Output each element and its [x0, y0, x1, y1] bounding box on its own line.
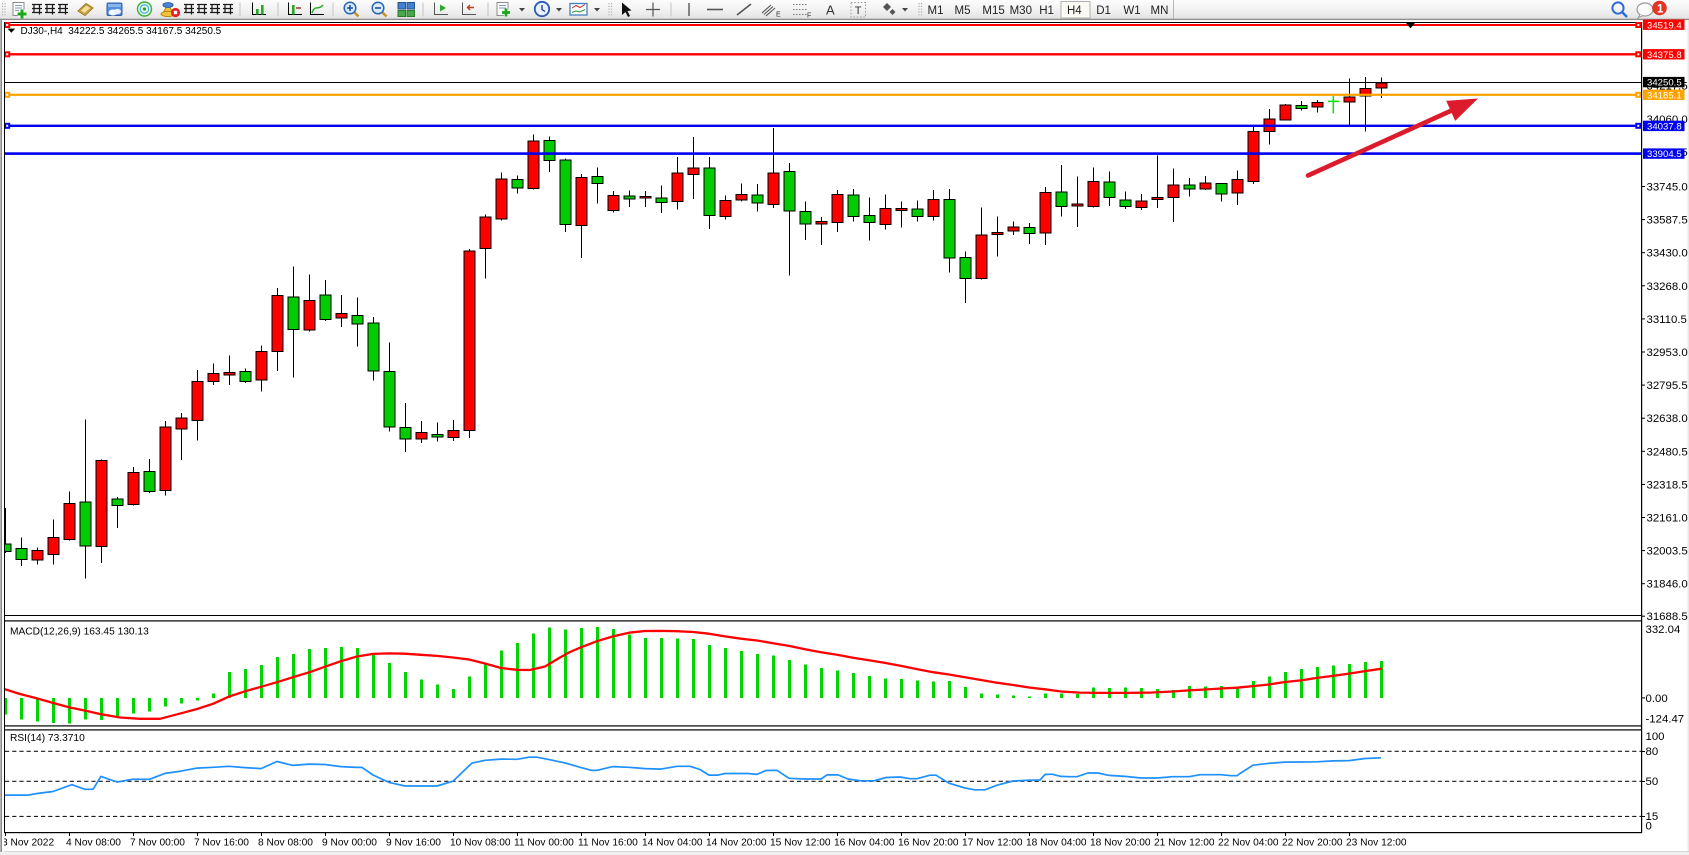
- svg-text:32318.5: 32318.5: [1647, 479, 1688, 491]
- svg-text:RSI(14) 73.3710: RSI(14) 73.3710: [10, 733, 85, 744]
- svg-text:32003.5: 32003.5: [1647, 546, 1688, 558]
- svg-text:9 Nov 16:00: 9 Nov 16:00: [386, 837, 441, 848]
- svg-text:32480.5: 32480.5: [1647, 446, 1688, 458]
- svg-text:9 Nov 00:00: 9 Nov 00:00: [322, 837, 377, 848]
- svg-text:32638.0: 32638.0: [1647, 413, 1688, 425]
- svg-text:33745.0: 33745.0: [1647, 182, 1688, 194]
- svg-text:15: 15: [1646, 811, 1659, 823]
- svg-text:22 Nov 04:00: 22 Nov 04:00: [1218, 837, 1279, 848]
- svg-text:23 Nov 12:00: 23 Nov 12:00: [1346, 837, 1407, 848]
- svg-text:31846.0: 31846.0: [1647, 579, 1688, 591]
- svg-text:4 Nov 08:00: 4 Nov 08:00: [66, 837, 121, 848]
- svg-text:14 Nov 20:00: 14 Nov 20:00: [706, 837, 767, 848]
- svg-text:8 Nov 08:00: 8 Nov 08:00: [258, 837, 313, 848]
- svg-text:7 Nov 16:00: 7 Nov 16:00: [194, 837, 249, 848]
- svg-text:32161.0: 32161.0: [1647, 513, 1688, 525]
- svg-text:50: 50: [1646, 776, 1659, 788]
- svg-text:18 Nov 04:00: 18 Nov 04:00: [1026, 837, 1087, 848]
- svg-text:11 Nov 00:00: 11 Nov 00:00: [514, 837, 574, 848]
- svg-text:M30: M30: [1010, 5, 1032, 17]
- svg-text:7 Nov 00:00: 7 Nov 00:00: [130, 837, 185, 848]
- svg-text:32953.0: 32953.0: [1647, 347, 1688, 359]
- svg-text:34519.4: 34519.4: [1647, 20, 1682, 31]
- svg-text:DJ30-,H4 34222.5 34265.5 3416: DJ30-,H4 34222.5 34265.5 34167.5 34250.5: [21, 26, 222, 37]
- svg-text:D1: D1: [1096, 5, 1111, 17]
- svg-text:22 Nov 20:00: 22 Nov 20:00: [1282, 837, 1343, 848]
- svg-text:15 Nov 12:00: 15 Nov 12:00: [770, 837, 831, 848]
- svg-text:1: 1: [1657, 3, 1664, 15]
- svg-text:34250.5: 34250.5: [1647, 78, 1682, 89]
- svg-text:17 Nov 12:00: 17 Nov 12:00: [962, 837, 1023, 848]
- svg-text:33430.0: 33430.0: [1647, 248, 1688, 260]
- svg-text:T: T: [855, 5, 862, 17]
- svg-text:14 Nov 04:00: 14 Nov 04:00: [642, 837, 703, 848]
- svg-text:332.04: 332.04: [1646, 624, 1681, 636]
- svg-text:M1: M1: [928, 5, 944, 17]
- svg-text:W1: W1: [1123, 5, 1140, 17]
- svg-text:F: F: [807, 13, 811, 20]
- svg-text:33268.0: 33268.0: [1647, 281, 1688, 293]
- svg-text:33904.5: 33904.5: [1647, 149, 1682, 160]
- svg-text:21 Nov 12:00: 21 Nov 12:00: [1154, 837, 1215, 848]
- svg-text:32795.5: 32795.5: [1647, 380, 1688, 392]
- svg-text:-124.47: -124.47: [1646, 714, 1685, 726]
- svg-text:100: 100: [1646, 731, 1665, 743]
- svg-text:34185.1: 34185.1: [1647, 90, 1682, 101]
- svg-text:MACD(12,26,9) 163.45 130.13: MACD(12,26,9) 163.45 130.13: [10, 627, 149, 638]
- svg-text:11 Nov 16:00: 11 Nov 16:00: [578, 837, 638, 848]
- svg-text:E: E: [776, 12, 781, 19]
- svg-text:34375.8: 34375.8: [1647, 50, 1682, 61]
- svg-text:3 Nov 2022: 3 Nov 2022: [2, 837, 54, 848]
- svg-text:33110.5: 33110.5: [1647, 314, 1687, 326]
- svg-text:16 Nov 20:00: 16 Nov 20:00: [898, 837, 959, 848]
- svg-text:H1: H1: [1039, 5, 1054, 17]
- svg-text:M5: M5: [955, 5, 971, 17]
- svg-text:MN: MN: [1151, 5, 1169, 17]
- svg-text:M15: M15: [982, 5, 1004, 17]
- svg-text:80: 80: [1646, 746, 1659, 758]
- svg-text:18 Nov 20:00: 18 Nov 20:00: [1090, 837, 1151, 848]
- svg-text:0: 0: [1646, 820, 1652, 832]
- svg-text:34037.8: 34037.8: [1647, 122, 1682, 133]
- svg-text:16 Nov 04:00: 16 Nov 04:00: [834, 837, 895, 848]
- svg-text:10 Nov 08:00: 10 Nov 08:00: [450, 837, 511, 848]
- svg-text:A: A: [826, 3, 835, 18]
- svg-text:0.00: 0.00: [1646, 693, 1668, 705]
- svg-text:H4: H4: [1067, 5, 1082, 17]
- svg-text:33587.5: 33587.5: [1647, 215, 1688, 227]
- svg-text:31688.5: 31688.5: [1647, 611, 1688, 623]
